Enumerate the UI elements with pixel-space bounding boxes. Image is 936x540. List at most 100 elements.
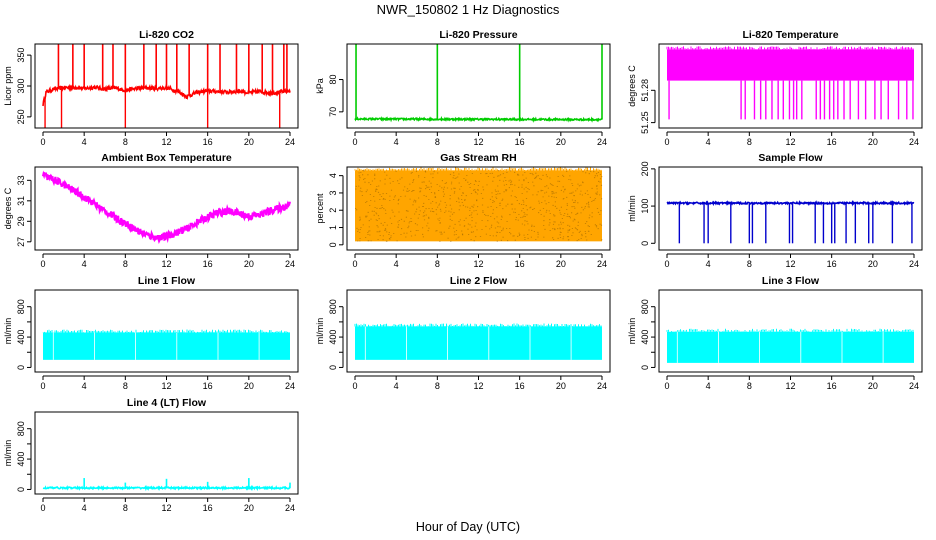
x-tick-label: 24 xyxy=(909,137,919,147)
x-tick-label: 12 xyxy=(161,259,171,269)
y-tick-label: 800 xyxy=(16,299,26,314)
panel-title: Li-820 CO2 xyxy=(139,29,194,41)
x-tick-label: 12 xyxy=(473,381,483,391)
plot-frame xyxy=(658,289,923,373)
x-tick-label: 16 xyxy=(827,259,837,269)
x-tick-label: 20 xyxy=(244,503,254,513)
x-tick-label: 24 xyxy=(597,137,607,147)
band-noise xyxy=(666,46,914,50)
x-tick-label: 12 xyxy=(785,259,795,269)
y-axis-label: degrees C xyxy=(3,187,13,229)
x-tick-label: 16 xyxy=(827,137,837,147)
x-tick-label: 20 xyxy=(556,381,566,391)
x-axis: 0 4 8 12 16 20 24 xyxy=(664,131,919,147)
y-axis-label: ml/min xyxy=(627,195,637,222)
y-tick-label: 0 xyxy=(16,365,26,370)
panel-title: Line 3 Flow xyxy=(762,275,820,287)
x-tick-label: 24 xyxy=(285,381,295,391)
x-tick-label: 0 xyxy=(40,381,45,391)
band-fill xyxy=(43,332,290,360)
x-tick-label: 0 xyxy=(352,137,357,147)
plot-frame xyxy=(34,411,299,495)
x-tick-label: 16 xyxy=(515,381,525,391)
y-tick-label: 27 xyxy=(16,237,26,247)
x-tick-label: 12 xyxy=(161,381,171,391)
x-tick-label: 4 xyxy=(706,137,711,147)
x-tick-label: 20 xyxy=(244,137,254,147)
x-axis: 0 4 8 12 16 20 24 xyxy=(40,253,295,269)
y-tick-label: 350 xyxy=(16,48,26,63)
y-tick-label: 51.28 xyxy=(640,79,650,102)
y-tick-label: 51.25 xyxy=(640,111,650,134)
y-axis: 0 1 2 3 4 percent xyxy=(315,173,344,247)
x-tick-label: 8 xyxy=(123,259,128,269)
x-tick-label: 8 xyxy=(123,137,128,147)
x-tick-label: 4 xyxy=(82,137,87,147)
x-tick-label: 8 xyxy=(435,137,440,147)
y-axis-label: degrees C xyxy=(627,65,637,107)
x-tick-label: 0 xyxy=(664,381,669,391)
y-axis-label: ml/min xyxy=(315,318,325,345)
plot-area xyxy=(666,328,914,363)
plot-frame xyxy=(658,43,923,129)
x-tick-label: 8 xyxy=(123,381,128,391)
x-tick-label: 0 xyxy=(664,137,669,147)
x-tick-label: 0 xyxy=(40,137,45,147)
figure-xlabel: Hour of Day (UTC) xyxy=(416,520,520,534)
plot-frame xyxy=(34,43,299,129)
panel-title: Ambient Box Temperature xyxy=(101,152,232,164)
y-tick-label: 33 xyxy=(16,175,26,185)
panel-title: Li-820 Pressure xyxy=(439,29,517,41)
figure-title: NWR_150802 1 Hz Diagnostics xyxy=(377,2,560,17)
x-tick-label: 12 xyxy=(785,381,795,391)
x-tick-label: 24 xyxy=(597,259,607,269)
panel-title: Line 4 (LT) Flow xyxy=(127,397,207,409)
y-tick-label: 31 xyxy=(16,196,26,206)
x-tick-label: 4 xyxy=(394,259,399,269)
band-noise xyxy=(666,328,914,332)
plot-frame xyxy=(346,289,611,373)
plot-area xyxy=(666,46,914,120)
y-tick-label: 800 xyxy=(640,299,650,314)
plot-frame xyxy=(34,289,299,373)
y-tick-label: 400 xyxy=(16,330,26,345)
band-fill xyxy=(667,331,914,363)
y-tick-label: 400 xyxy=(16,452,26,467)
plot-area xyxy=(41,170,292,244)
y-tick-label: 400 xyxy=(328,330,338,345)
x-tick-label: 8 xyxy=(747,259,752,269)
x-tick-label: 4 xyxy=(82,381,87,391)
x-tick-label: 12 xyxy=(473,137,483,147)
band-texture xyxy=(355,170,603,242)
x-axis: 0 4 8 12 16 20 24 xyxy=(352,375,607,391)
panel-3: Li-820 Temperature 0 4 8 12 16 20 24 51.25 51.28d… xyxy=(627,29,923,147)
x-tick-label: 12 xyxy=(161,137,171,147)
y-axis: 0 100 200 ml/min xyxy=(627,161,656,246)
plot-area xyxy=(354,44,603,123)
x-tick-label: 16 xyxy=(203,137,213,147)
x-axis: 0 4 8 12 16 20 24 xyxy=(352,253,607,269)
x-axis: 0 4 8 12 16 20 24 xyxy=(40,131,295,147)
y-tick-label: 70 xyxy=(328,107,338,117)
x-tick-label: 12 xyxy=(161,503,171,513)
y-tick-label: 250 xyxy=(16,109,26,124)
panel-title: Line 2 Flow xyxy=(450,275,508,287)
y-tick-label: 29 xyxy=(16,216,26,226)
x-tick-label: 8 xyxy=(747,137,752,147)
x-tick-label: 8 xyxy=(435,381,440,391)
plot-frame xyxy=(34,166,299,251)
y-tick-label: 800 xyxy=(16,421,26,436)
x-tick-label: 0 xyxy=(40,503,45,513)
x-tick-label: 16 xyxy=(515,137,525,147)
x-tick-label: 24 xyxy=(597,381,607,391)
